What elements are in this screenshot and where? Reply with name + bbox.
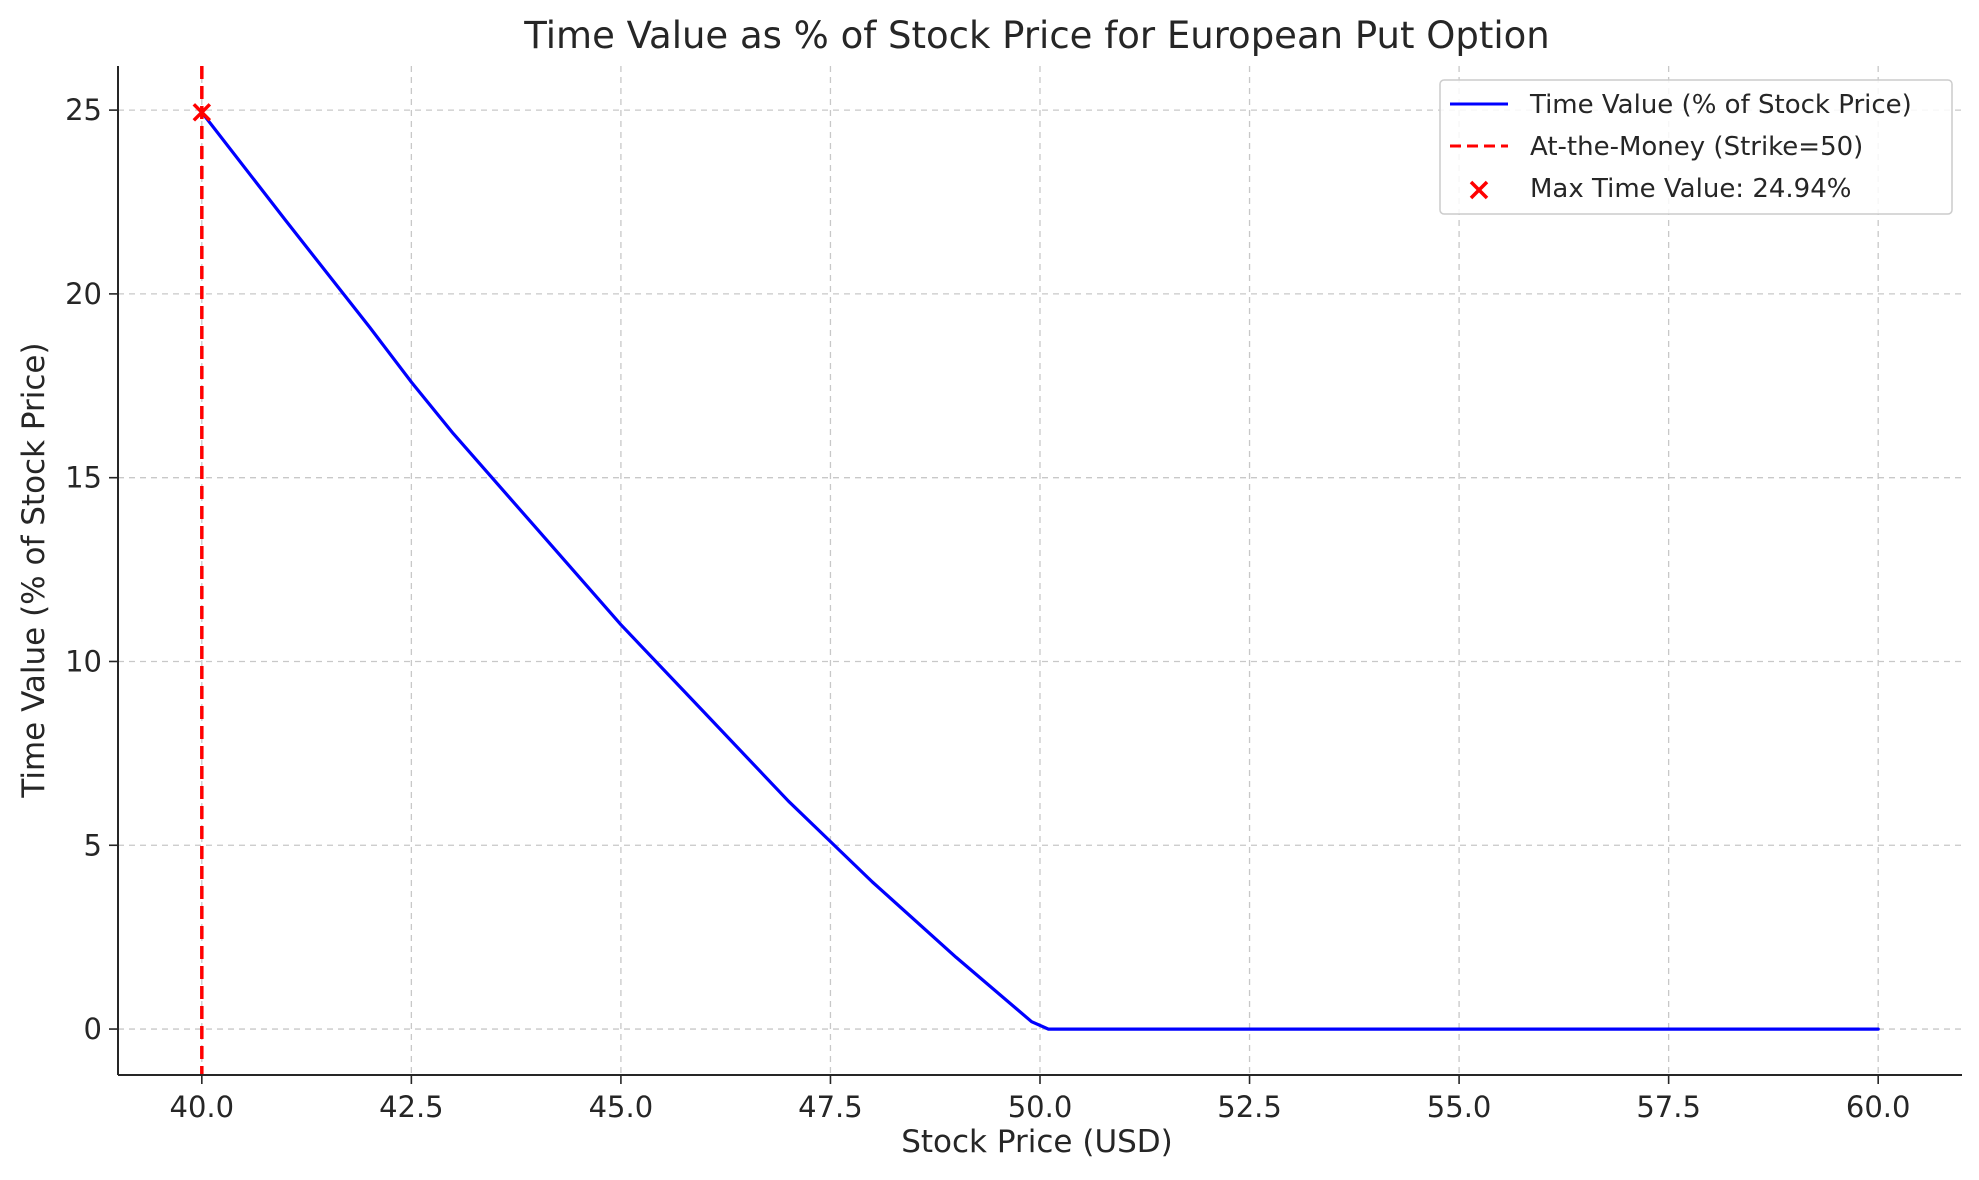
x-tick-label: 60.0 <box>1846 1090 1911 1124</box>
x-tick-label: 52.5 <box>1217 1090 1282 1124</box>
marker-stroke <box>192 103 212 122</box>
max-time-value-marker <box>192 103 212 122</box>
y-tick-label: 15 <box>65 461 102 495</box>
y-tick-label: 0 <box>84 1012 102 1046</box>
legend: Time Value (% of Stock Price) At-the-Mon… <box>1439 79 1953 215</box>
legend-label-max-time-value: Max Time Value: 24.94% <box>1530 174 1851 204</box>
legend-frame <box>1439 79 1953 215</box>
x-tick-label: 40.0 <box>170 1090 235 1124</box>
series-line-time-value <box>200 110 1880 1031</box>
x-tick-label: 42.5 <box>379 1090 444 1124</box>
chart-title: Time Value as % of Stock Price for Europ… <box>523 14 1549 57</box>
tick-layer: 40.0 42.5 45.0 47.5 50.0 52.5 55.0 57.5 60.0 0 5 10… <box>65 93 1910 1124</box>
y-tick-label: 20 <box>65 277 102 311</box>
legend-label-time-value: Time Value (% of Stock Price) <box>1529 90 1912 120</box>
x-tick-label: 57.5 <box>1636 1090 1701 1124</box>
y-tick-label: 25 <box>65 93 102 127</box>
legend-swatch-max-marker <box>1469 180 1489 200</box>
data-layer <box>192 66 1880 1075</box>
y-tick-label: 10 <box>65 644 102 678</box>
legend-label-at-the-money: At-the-Money (Strike=50) <box>1530 132 1863 162</box>
x-tick-label: 45.0 <box>589 1090 654 1124</box>
y-axis-title: Time Value (% of Stock Price) <box>16 342 52 798</box>
x-tick-label: 55.0 <box>1427 1090 1492 1124</box>
x-axis-title: Stock Price (USD) <box>901 1124 1173 1160</box>
axes-layer <box>117 66 1962 1076</box>
x-tick-label: 50.0 <box>1008 1090 1073 1124</box>
y-tick-label: 5 <box>84 828 102 862</box>
x-tick-label: 47.5 <box>798 1090 863 1124</box>
grid-layer <box>118 66 1962 1075</box>
